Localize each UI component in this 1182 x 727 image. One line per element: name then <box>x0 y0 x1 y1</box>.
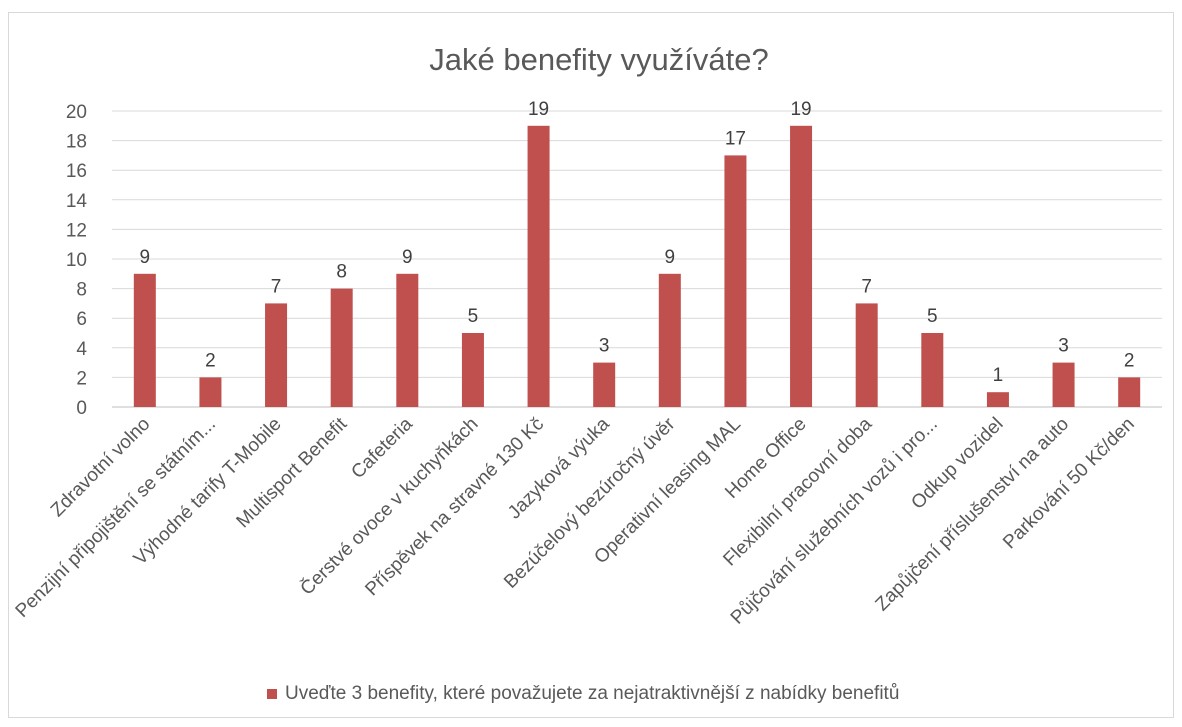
data-label: 3 <box>599 336 610 357</box>
bar <box>527 125 550 408</box>
bar <box>265 303 288 407</box>
data-label: 8 <box>336 262 347 283</box>
data-label: 9 <box>402 247 413 268</box>
chart-frame: Jaké benefity využíváte? 0 2 4 6 8 10 12 14 16 18… <box>8 12 1174 718</box>
data-label: 2 <box>205 350 216 371</box>
bar <box>658 273 681 407</box>
chart-title: Jaké benefity využíváte? <box>429 42 768 77</box>
x-tick-label: Cafeteria <box>347 413 417 483</box>
y-tick-label: 4 <box>76 339 87 360</box>
bar <box>986 392 1009 407</box>
bar <box>133 273 156 407</box>
legend: Uveďte 3 benefity, které považujete za n… <box>267 683 899 704</box>
data-label: 1 <box>993 365 1004 386</box>
y-tick-label: 0 <box>76 398 87 419</box>
bar <box>724 155 747 407</box>
data-label: 19 <box>528 99 549 120</box>
y-tick-label: 10 <box>66 250 87 271</box>
bar <box>396 273 419 407</box>
data-label: 7 <box>861 276 872 297</box>
legend-swatch <box>267 689 277 699</box>
legend-label: Uveďte 3 benefity, které považujete za n… <box>285 683 899 704</box>
bar <box>1052 362 1075 407</box>
bar <box>593 362 616 407</box>
data-label: 17 <box>725 128 746 149</box>
y-tick-label: 18 <box>66 132 87 153</box>
bar <box>790 125 813 408</box>
bar <box>855 303 878 407</box>
y-tick-label: 16 <box>66 161 87 182</box>
bar <box>330 288 353 407</box>
y-tick-label: 12 <box>66 220 87 241</box>
data-label: 5 <box>468 306 479 327</box>
y-tick-label: 20 <box>66 102 87 123</box>
bar <box>199 377 222 407</box>
y-tick-label: 14 <box>66 191 88 212</box>
data-label: 7 <box>271 276 282 297</box>
bar <box>461 333 484 407</box>
bars <box>133 125 1141 408</box>
data-label: 2 <box>1124 350 1135 371</box>
y-tick-label: 2 <box>76 368 87 389</box>
data-label: 9 <box>140 247 151 268</box>
x-tick-label: Parkování 50 Kč/den <box>999 414 1139 554</box>
y-axis-ticks: 0 2 4 6 8 10 12 14 16 18 20 <box>66 102 88 419</box>
y-tick-label: 8 <box>76 280 87 301</box>
bar-chart: Jaké benefity využíváte? 024681012141618… <box>12 42 1162 704</box>
x-tick-label: Multisport Benefit <box>233 413 352 532</box>
y-tick-label: 6 <box>76 309 87 330</box>
data-label: 5 <box>927 306 938 327</box>
data-labels: 9 2 7 8 9 5 19 3 9 17 19 7 5 1 3 2 <box>140 99 1135 386</box>
bar <box>1118 377 1141 407</box>
data-label: 19 <box>790 99 811 120</box>
bar <box>921 333 944 407</box>
data-label: 3 <box>1058 336 1069 357</box>
data-label: 9 <box>665 247 676 268</box>
